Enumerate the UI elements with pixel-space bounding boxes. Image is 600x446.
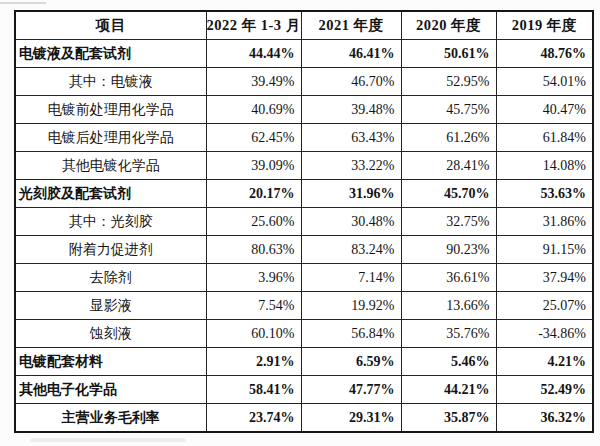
- cell-value: 44.21%: [401, 376, 496, 404]
- cell-value: 61.26%: [401, 124, 496, 152]
- cell-value: 90.23%: [401, 236, 496, 264]
- cell-value: 53.63%: [496, 180, 593, 208]
- row-label: 附着力促进剂: [15, 236, 206, 264]
- cell-value: 46.70%: [301, 68, 401, 96]
- table-body: 电镀液及配套试剂44.44%46.41%50.61%48.76%其中：电镀液39…: [15, 40, 593, 433]
- table-row: 去除剂3.96%7.14%36.61%37.94%: [15, 264, 593, 292]
- cell-value: 6.59%: [301, 348, 401, 376]
- cell-value: 39.48%: [301, 96, 401, 124]
- row-label: 电镀后处理用化学品: [15, 124, 206, 152]
- cell-value: 33.22%: [301, 152, 401, 180]
- cell-value: 4.21%: [496, 348, 593, 376]
- cell-value: 31.86%: [496, 208, 593, 236]
- table-row: 主营业务毛利率23.74%29.31%35.87%36.32%: [15, 404, 593, 433]
- cell-value: 7.14%: [301, 264, 401, 292]
- column-header: 2022 年 1-3 月: [206, 11, 301, 40]
- cell-value: 23.74%: [206, 404, 301, 433]
- gross-margin-table: 项目2022 年 1-3 月2021 年度2020 年度2019 年度 电镀液及…: [14, 10, 594, 433]
- cell-value: 35.76%: [401, 320, 496, 348]
- cell-value: 61.84%: [496, 124, 593, 152]
- cell-value: 36.32%: [496, 404, 593, 433]
- cell-value: 91.15%: [496, 236, 593, 264]
- cell-value: 39.09%: [206, 152, 301, 180]
- row-label: 去除剂: [15, 264, 206, 292]
- cell-value: 31.96%: [301, 180, 401, 208]
- cell-value: 25.60%: [206, 208, 301, 236]
- cell-value: 39.49%: [206, 68, 301, 96]
- table-row: 其他电镀化学品39.09%33.22%28.41%14.08%: [15, 152, 593, 180]
- cell-value: 58.41%: [206, 376, 301, 404]
- table-row: 电镀液及配套试剂44.44%46.41%50.61%48.76%: [15, 40, 593, 68]
- row-label: 光刻胶及配套试剂: [15, 180, 206, 208]
- cell-value: 19.92%: [301, 292, 401, 320]
- row-label: 其中：光刻胶: [15, 208, 206, 236]
- cell-value: 52.49%: [496, 376, 593, 404]
- row-label: 其他电镀化学品: [15, 152, 206, 180]
- cell-value: 25.07%: [496, 292, 593, 320]
- table-row: 其中：电镀液39.49%46.70%52.95%54.01%: [15, 68, 593, 96]
- table-row: 蚀刻液60.10%56.84%35.76%-34.86%: [15, 320, 593, 348]
- table-row: 其他电子化学品58.41%47.77%44.21%52.49%: [15, 376, 593, 404]
- row-label: 其他电子化学品: [15, 376, 206, 404]
- cell-value: 54.01%: [496, 68, 593, 96]
- table-row: 附着力促进剂80.63%83.24%90.23%91.15%: [15, 236, 593, 264]
- cell-value: 56.84%: [301, 320, 401, 348]
- cell-value: -34.86%: [496, 320, 593, 348]
- cell-value: 40.69%: [206, 96, 301, 124]
- cell-value: 60.10%: [206, 320, 301, 348]
- cell-value: 37.94%: [496, 264, 593, 292]
- table-row: 电镀配套材料2.91%6.59%5.46%4.21%: [15, 348, 593, 376]
- table-header: 项目2022 年 1-3 月2021 年度2020 年度2019 年度: [15, 11, 593, 40]
- cell-value: 32.75%: [401, 208, 496, 236]
- table-row: 电镀后处理用化学品62.45%63.43%61.26%61.84%: [15, 124, 593, 152]
- row-label: 蚀刻液: [15, 320, 206, 348]
- row-label: 显影液: [15, 292, 206, 320]
- cell-value: 30.48%: [301, 208, 401, 236]
- cell-value: 80.63%: [206, 236, 301, 264]
- cell-value: 45.75%: [401, 96, 496, 124]
- cell-value: 52.95%: [401, 68, 496, 96]
- cell-value: 3.96%: [206, 264, 301, 292]
- column-header: 2021 年度: [301, 11, 401, 40]
- document-page: 项目2022 年 1-3 月2021 年度2020 年度2019 年度 电镀液及…: [0, 0, 600, 446]
- cell-value: 20.17%: [206, 180, 301, 208]
- cell-value: 35.87%: [401, 404, 496, 433]
- cell-value: 47.77%: [301, 376, 401, 404]
- cell-value: 83.24%: [301, 236, 401, 264]
- column-header: 2020 年度: [401, 11, 496, 40]
- column-header: 项目: [15, 11, 206, 40]
- column-header: 2019 年度: [496, 11, 593, 40]
- cell-value: 62.45%: [206, 124, 301, 152]
- row-label: 主营业务毛利率: [15, 404, 206, 433]
- table-row: 显影液7.54%19.92%13.66%25.07%: [15, 292, 593, 320]
- cell-value: 28.41%: [401, 152, 496, 180]
- row-label: 其中：电镀液: [15, 68, 206, 96]
- header-row: 项目2022 年 1-3 月2021 年度2020 年度2019 年度: [15, 11, 593, 40]
- cell-value: 45.70%: [401, 180, 496, 208]
- cell-value: 44.44%: [206, 40, 301, 68]
- cell-value: 36.61%: [401, 264, 496, 292]
- table-row: 其中：光刻胶25.60%30.48%32.75%31.86%: [15, 208, 593, 236]
- cell-value: 63.43%: [301, 124, 401, 152]
- table-row: 电镀前处理用化学品40.69%39.48%45.75%40.47%: [15, 96, 593, 124]
- table-row: 光刻胶及配套试剂20.17%31.96%45.70%53.63%: [15, 180, 593, 208]
- cell-value: 13.66%: [401, 292, 496, 320]
- cell-value: 48.76%: [496, 40, 593, 68]
- cell-value: 40.47%: [496, 96, 593, 124]
- cell-value: 14.08%: [496, 152, 593, 180]
- row-label: 电镀前处理用化学品: [15, 96, 206, 124]
- row-label: 电镀配套材料: [15, 348, 206, 376]
- cell-value: 5.46%: [401, 348, 496, 376]
- cell-value: 29.31%: [301, 404, 401, 433]
- row-label: 电镀液及配套试剂: [15, 40, 206, 68]
- cell-value: 50.61%: [401, 40, 496, 68]
- scan-artifact-top: [0, 2, 46, 4]
- scan-artifact-bottom: [30, 438, 186, 442]
- cell-value: 2.91%: [206, 348, 301, 376]
- cell-value: 7.54%: [206, 292, 301, 320]
- cell-value: 46.41%: [301, 40, 401, 68]
